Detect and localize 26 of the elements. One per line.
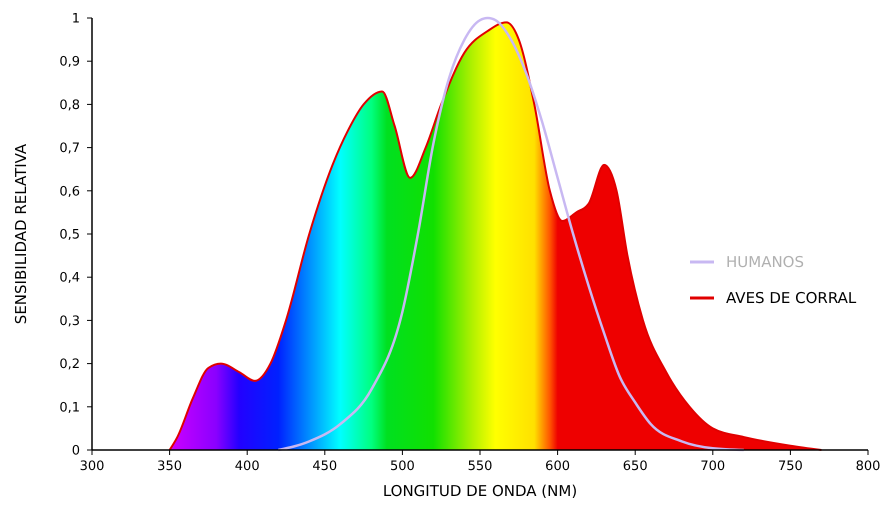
x-tick-label: 650	[622, 459, 648, 474]
legend-label: HUMANOS	[726, 253, 804, 271]
x-axis-title: LONGITUD DE ONDA (NM)	[382, 482, 578, 500]
y-tick-label: 0,3	[59, 314, 80, 329]
y-axis-title: SENSIBILIDAD RELATIVA	[12, 143, 30, 324]
y-tick-label: 0	[72, 444, 80, 458]
y-tick-label: 0,4	[59, 270, 80, 286]
y-tick-label: 0,7	[59, 141, 80, 156]
x-tick-label: 350	[157, 459, 182, 474]
y-tick-label: 0,8	[59, 98, 80, 113]
x-tick-label: 450	[312, 459, 338, 474]
x-tick-label: 550	[468, 459, 492, 474]
x-tick-label: 800	[856, 459, 880, 474]
y-tick-label: 0,6	[59, 184, 80, 200]
x-tick-label: 750	[778, 459, 803, 474]
x-tick-label: 600	[545, 459, 570, 474]
x-tick-label: 400	[234, 459, 260, 474]
legend-label: AVES DE CORRAL	[726, 289, 857, 307]
y-tick-label: 0,2	[59, 357, 80, 372]
y-tick-label: 0,5	[59, 228, 80, 242]
x-tick-label: 500	[390, 459, 415, 474]
y-tick-label: 0,9	[59, 54, 80, 70]
x-tick-label: 700	[700, 459, 726, 474]
x-tick-label: 300	[80, 459, 104, 474]
y-tick-label: 1	[72, 12, 80, 26]
y-tick-label: 0,1	[59, 400, 80, 416]
